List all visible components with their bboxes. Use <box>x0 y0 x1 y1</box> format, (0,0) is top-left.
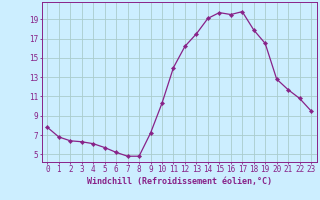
X-axis label: Windchill (Refroidissement éolien,°C): Windchill (Refroidissement éolien,°C) <box>87 177 272 186</box>
